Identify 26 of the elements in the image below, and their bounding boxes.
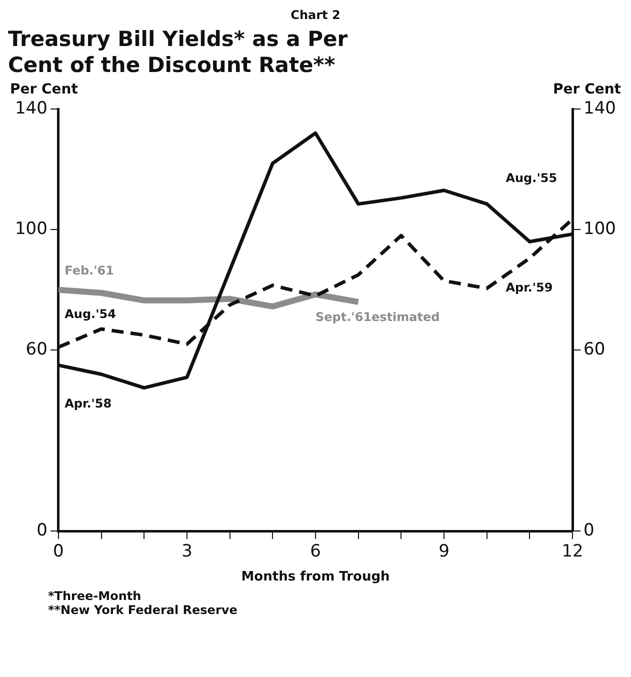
x-tick-label: 3 — [182, 541, 192, 562]
annotation: Apr.'58 — [64, 396, 112, 410]
text: *Three-Month — [48, 588, 142, 602]
annotation: Aug.'55 — [506, 170, 558, 184]
x-axis-title: Months from Trough — [241, 569, 390, 584]
y2-axis-title: Per Cent — [553, 81, 622, 98]
y2-tick-label: 60 — [584, 339, 606, 360]
chart-title: Treasury Bill Yields* as a Per Cent of the Discount Rate** — [8, 26, 349, 78]
y2-tick-label: 100 — [584, 218, 616, 238]
chart-subtitle: Chart 2 — [290, 8, 342, 22]
y2-tick-label: 140 — [584, 98, 616, 118]
annotation: Aug.'54 — [64, 306, 116, 321]
x-tick-label: 0 — [53, 541, 64, 562]
y-tick-label: 0 — [36, 520, 48, 540]
annotation: Apr.'59 — [506, 280, 553, 294]
x-tick-label: 9 — [438, 541, 450, 562]
x-tick-label: 6 — [310, 541, 321, 562]
x-tick-label: 12 — [562, 541, 584, 562]
annotation: Feb.'61 — [64, 263, 114, 278]
y-tick-label: 60 — [26, 339, 48, 360]
annotation: Sept.'61estimated — [316, 310, 440, 324]
y-tick-label: 140 — [14, 98, 48, 118]
y-tick-label: 100 — [14, 218, 48, 238]
text: **New York Federal Reserve — [48, 602, 238, 616]
y2-tick-label: 0 — [584, 520, 594, 540]
y-axis-title: Per Cent — [10, 81, 78, 98]
